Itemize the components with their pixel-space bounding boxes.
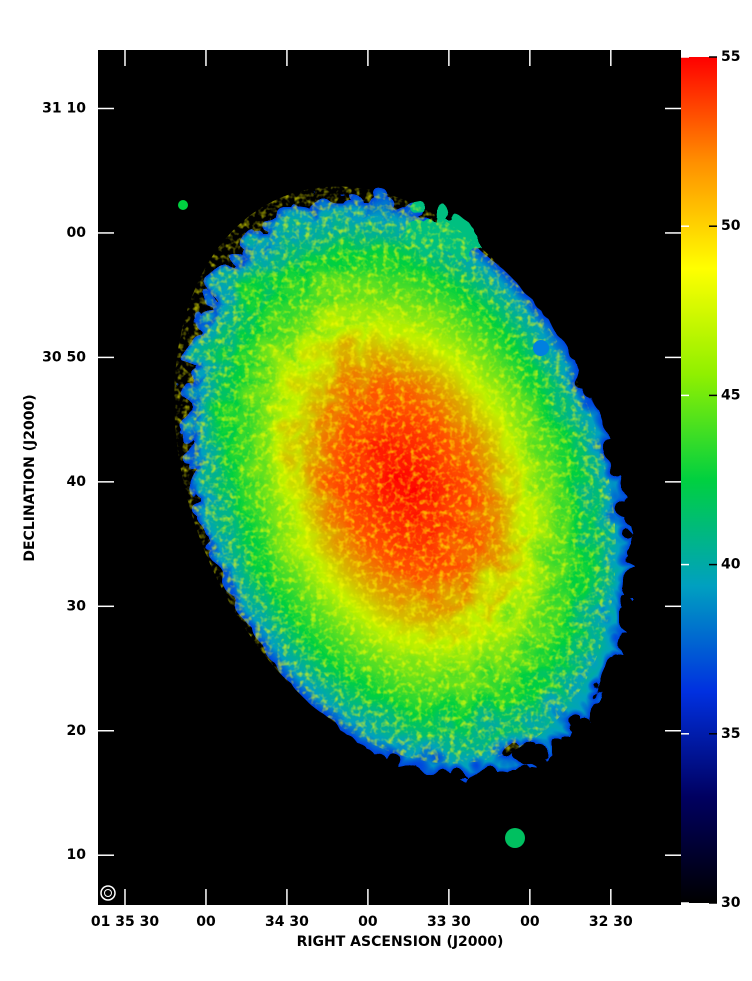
x-axis-label: RIGHT ASCENSION (J2000) [297, 934, 504, 950]
x-tick-label: 00 [520, 914, 540, 930]
colorbar-tick-label: 30 [721, 895, 741, 911]
y-tick-label: 40 [67, 474, 87, 490]
colorbar-tick-label: 50 [721, 218, 741, 234]
colorbar-tick-label: 55 [721, 49, 740, 65]
y-axis-label: DECLINATION (J2000) [22, 394, 38, 561]
x-tick-label: 00 [196, 914, 216, 930]
x-tick-label: 00 [358, 914, 378, 930]
y-tick-label: 00 [67, 225, 87, 241]
y-tick-label: 31 10 [42, 100, 86, 116]
colorbar-tick-label: 45 [721, 387, 740, 403]
x-tick-label: 01 35 30 [91, 914, 159, 930]
colorbar-tick-label: 35 [721, 726, 740, 742]
y-tick-label: 30 [67, 598, 87, 614]
y-tick-label: 20 [67, 723, 87, 739]
x-tick-label: 32 30 [589, 914, 633, 930]
beam-marker [104, 889, 112, 897]
y-tick-label: 10 [67, 847, 87, 863]
colorbar-tick-label: 40 [721, 557, 741, 573]
x-tick-label: 33 30 [427, 914, 471, 930]
beam-marker [100, 885, 116, 901]
colorbar [681, 57, 717, 903]
x-tick-label: 34 30 [265, 914, 309, 930]
y-tick-label: 30 50 [42, 349, 86, 365]
